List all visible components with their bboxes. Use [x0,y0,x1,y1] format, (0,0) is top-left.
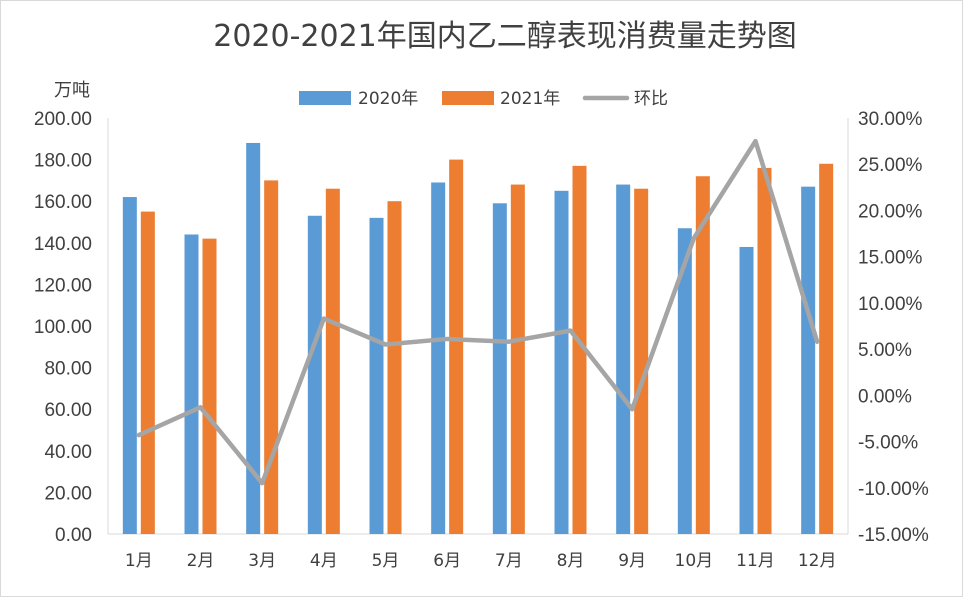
bar-2020年-10月 [677,228,692,535]
line-series-环比 [136,138,820,486]
bar-2021年-5月 [387,201,402,534]
x-tick-label: 3月 [248,551,276,571]
y-tick-label: 60.00 [44,400,92,421]
y2-tick-label: 25.00% [858,155,923,176]
bar-2021年-1月 [140,211,155,534]
bar-2021年-7月 [510,184,525,534]
x-tick-label: 4月 [310,551,338,571]
y2-tick-label: 20.00% [858,201,923,222]
bar-2020年-12月 [801,186,816,534]
x-tick-label: 9月 [618,551,646,571]
y2-tick-label: 5.00% [858,340,912,361]
bar-2020年-1月 [122,197,137,535]
legend-swatch-2021年 [442,91,494,105]
y-tick-label: 140.00 [34,234,92,255]
x-tick-label: 10月 [675,551,714,571]
bar-2021年-2月 [202,238,217,534]
legend-label: 环比 [634,89,668,109]
bar-2021年-4月 [325,188,340,534]
bar-2021年-6月 [449,159,464,534]
bar-2020年-5月 [369,217,384,534]
bar-2020年-7月 [492,203,507,534]
y-tick-label: 160.00 [34,192,92,213]
legend: 2020年 2021年 环比 [299,89,668,109]
bar-2020年-2月 [184,234,199,535]
y2-tick-label: 10.00% [858,294,923,315]
bar-2020年-3月 [246,142,261,534]
x-tick-label: 8月 [557,551,585,571]
legend-label: 2021年 [500,89,560,109]
x-tick-label: 6月 [433,551,461,571]
x-tick-label: 12月 [798,551,837,571]
y2-tick-label: 15.00% [858,248,923,269]
bar-2020年-4月 [307,215,322,534]
chart-title: 2020-2021年国内乙二醇表现消费量走势图 [213,19,797,54]
y2-tick-label: -15.00% [858,525,929,546]
bar-2021年-3月 [264,180,279,534]
bar-2020年-11月 [739,246,754,534]
bar-2020年-8月 [554,190,569,535]
bar-2021年-9月 [634,188,649,534]
y-tick-label: 40.00 [44,442,92,463]
x-tick-label: 5月 [372,551,400,571]
y2-tick-label: -10.00% [858,479,929,500]
y-tick-label: 100.00 [34,317,92,338]
bar-2021年-12月 [819,163,834,534]
y-tick-label: 200.00 [34,109,92,130]
y2-tick-label: 0.00% [858,386,912,407]
bar-2021年-11月 [757,167,772,535]
legend-swatch-2020年 [299,91,351,105]
bar-2021年-8月 [572,165,587,534]
y-tick-label: 180.00 [34,151,92,172]
bar-2020年-9月 [616,184,631,534]
y-tick-label: 120.00 [34,275,92,296]
y-tick-label: 20.00 [44,483,92,504]
y-tick-label: 80.00 [44,359,92,380]
x-tick-label: 7月 [495,551,523,571]
y2-tick-label: 30.00% [858,109,923,130]
plot-area: 0.00 20.00 40.00 60.00 80.00 100.00 120.00 140.… [34,109,929,571]
x-tick-label: 11月 [736,551,775,571]
bar-2020年-6月 [431,182,446,535]
x-tick-label: 2月 [187,551,215,571]
y-axis-unit-label: 万吨 [54,80,90,101]
x-tick-label: 1月 [125,551,153,571]
y2-tick-label: -5.00% [858,433,918,454]
legend-label: 2020年 [358,89,418,109]
y-tick-label: 0.00 [55,525,92,546]
bar-2021年-10月 [695,176,710,535]
